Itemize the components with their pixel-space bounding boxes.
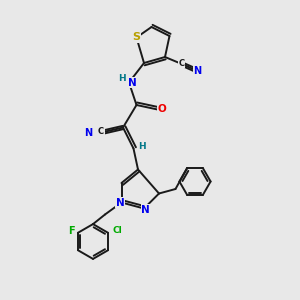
Text: N: N xyxy=(116,197,124,208)
Text: Cl: Cl xyxy=(112,226,122,235)
Text: H: H xyxy=(118,74,126,83)
Text: H: H xyxy=(138,142,146,151)
Text: N: N xyxy=(141,205,150,215)
Text: C: C xyxy=(178,58,184,68)
Text: N: N xyxy=(193,66,201,76)
Text: C: C xyxy=(98,127,104,136)
Text: N: N xyxy=(84,128,92,139)
Text: N: N xyxy=(128,77,136,88)
Text: F: F xyxy=(68,226,75,236)
Text: O: O xyxy=(158,104,166,115)
Text: S: S xyxy=(133,32,140,43)
